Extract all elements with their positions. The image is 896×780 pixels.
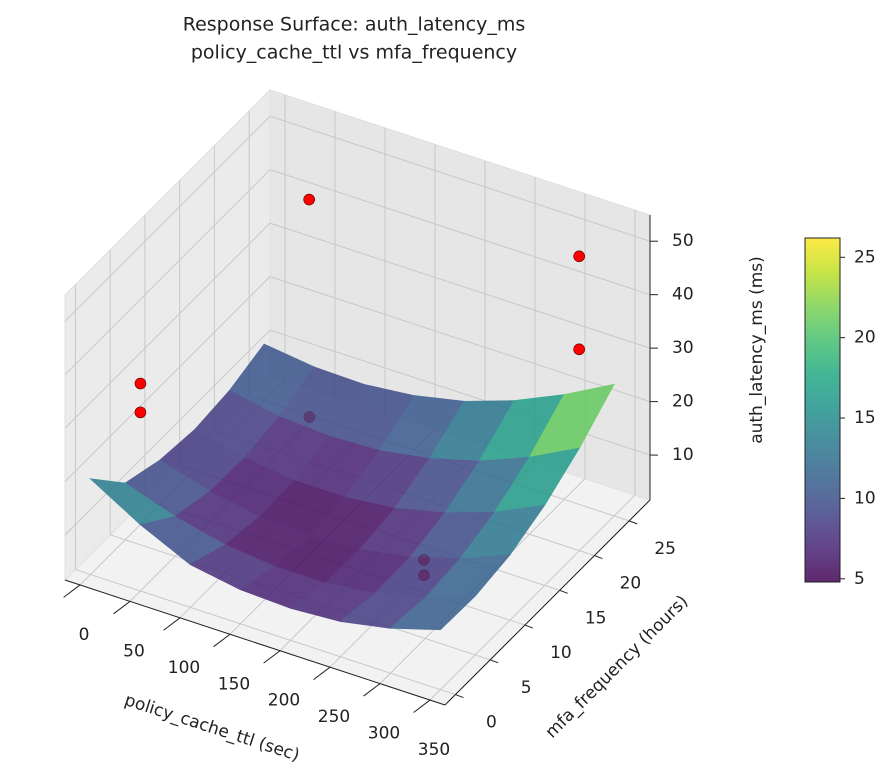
- z-tick-label: 30: [672, 338, 694, 358]
- grid-line: [75, 569, 456, 696]
- colorbar-tick-label: 25: [854, 247, 876, 267]
- y-tick-label: 10: [550, 643, 572, 663]
- colorbar: [804, 237, 841, 583]
- surface: [89, 343, 615, 631]
- y-axis-label: mfa_frequency (hours): [542, 592, 693, 743]
- x-tick: [263, 650, 281, 664]
- grid-line: [64, 329, 271, 536]
- x-tick-label: 150: [218, 674, 250, 694]
- grid-line: [64, 276, 271, 482]
- colorbar-tick-label: 10: [854, 488, 876, 508]
- z-tick-label: 20: [672, 392, 694, 412]
- axis-line: [444, 499, 651, 706]
- z-axis-label: auth_latency_ms (ms): [747, 256, 767, 444]
- y-tick-label: 15: [585, 608, 607, 628]
- x-tick: [63, 584, 81, 598]
- y-tick: [524, 624, 534, 629]
- y-tick-label: 0: [486, 713, 497, 733]
- grid-line: [269, 276, 651, 403]
- grid-line: [64, 222, 271, 429]
- grid-line: [64, 169, 271, 376]
- x-tick-label: 250: [318, 707, 350, 727]
- chart-subtitle: policy_cache_ttl vs mfa_frequency: [191, 42, 517, 64]
- axis-line: [64, 579, 446, 706]
- y-tick-label: 20: [620, 574, 642, 594]
- z-tick-label: 50: [672, 231, 694, 251]
- y-tick: [455, 694, 464, 699]
- scatter-point: [134, 406, 147, 419]
- colorbar-tick-label: 20: [854, 328, 876, 348]
- y-tick: [628, 520, 638, 525]
- y-tick: [489, 659, 499, 664]
- colorbar-tick-label: 15: [854, 408, 876, 428]
- grid-line: [64, 115, 271, 322]
- x-tick: [113, 600, 131, 615]
- x-tick: [213, 633, 231, 648]
- chart-title: Response Surface: auth_latency_ms: [183, 14, 526, 36]
- z-tick-label: 40: [672, 285, 694, 305]
- scatter-point: [573, 343, 585, 356]
- x-tick-label: 100: [168, 658, 200, 678]
- grid-line: [269, 222, 651, 349]
- x-tick-label: 300: [368, 724, 400, 744]
- y-tick: [559, 589, 568, 594]
- y-tick: [594, 555, 603, 560]
- x-tick-label: 350: [418, 740, 450, 760]
- x-tick-label: 50: [123, 641, 145, 661]
- y-tick-label: 5: [521, 678, 532, 698]
- x-tick: [163, 617, 181, 631]
- scatter-point: [134, 377, 147, 390]
- z-tick-label: 10: [672, 445, 694, 465]
- x-tick-label: 200: [268, 691, 300, 711]
- scatter-point: [303, 193, 315, 206]
- x-tick-label: 0: [79, 625, 90, 645]
- y-tick-label: 25: [654, 539, 676, 559]
- grid-line: [269, 115, 651, 242]
- x-tick: [363, 683, 381, 697]
- x-tick: [313, 666, 331, 680]
- scatter-point: [573, 250, 585, 263]
- grid-line: [269, 169, 651, 296]
- surface-cell: [389, 595, 477, 631]
- colorbar-tick-label: 5: [854, 569, 865, 589]
- x-tick: [413, 699, 431, 713]
- grid-line: [429, 494, 636, 701]
